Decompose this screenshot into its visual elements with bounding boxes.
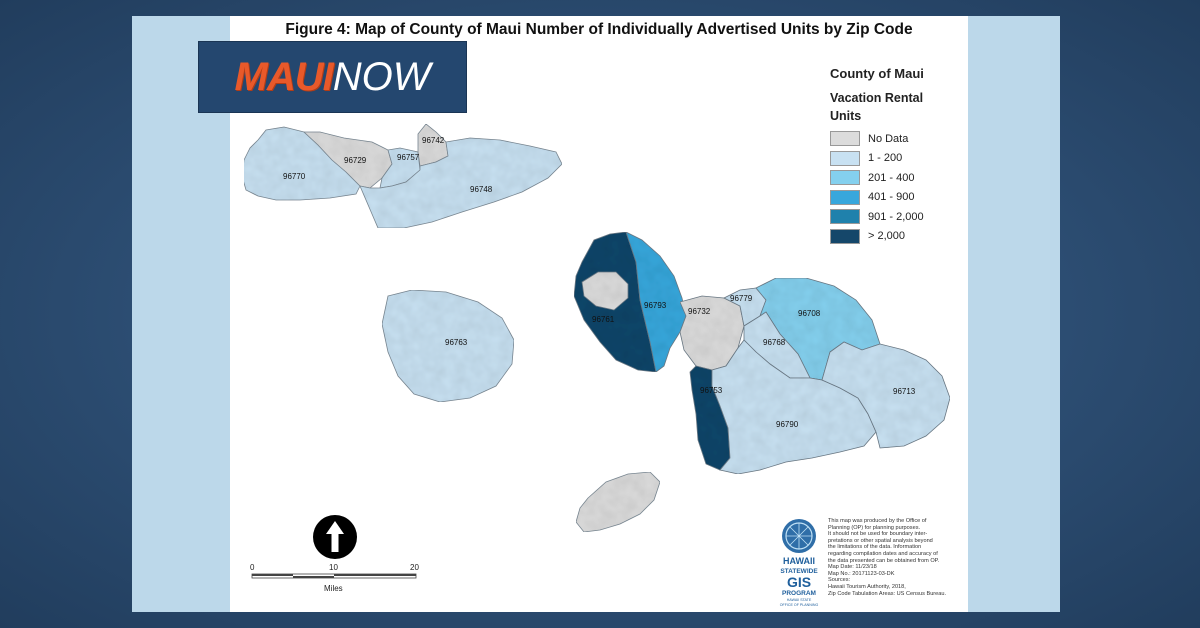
east-maui bbox=[679, 277, 951, 475]
lanai-island bbox=[381, 289, 515, 403]
legend-subtitle: Vacation Rental Units bbox=[830, 91, 924, 123]
hawaii-gis-program-logo: HAWAII STATEWIDE GIS PROGRAM HAWAII STAT… bbox=[780, 519, 819, 607]
logo-wordmark: MAUINOW bbox=[199, 42, 466, 112]
zip-label-96729: 96729 bbox=[344, 156, 367, 165]
badge-line5: HAWAII STATE bbox=[787, 598, 812, 602]
disclaimer-line: Map No.: 20171123-03-DK bbox=[828, 570, 895, 577]
legend-swatch bbox=[830, 150, 860, 166]
zip-label-96761: 96761 bbox=[592, 315, 615, 324]
figure-title: Figure 4: Map of County of Maui Number o… bbox=[285, 21, 913, 38]
disclaimer-line: Sources: bbox=[828, 577, 851, 584]
maui-now-logo[interactable]: MAUINOW bbox=[198, 41, 467, 113]
zip-label-96768: 96768 bbox=[763, 338, 786, 347]
map-legend: County of Maui Vacation Rental Units No … bbox=[830, 66, 960, 246]
north-arrow-icon bbox=[313, 515, 357, 559]
legend-swatch bbox=[830, 170, 860, 186]
legend-item: > 2,000 bbox=[830, 227, 960, 247]
west-maui bbox=[573, 231, 687, 373]
zip-labels: 96742 96729 96757 96770 96748 96763 9676… bbox=[283, 136, 916, 429]
legend-label: 201 - 400 bbox=[868, 171, 915, 184]
scale-tick-0: 0 bbox=[250, 563, 255, 572]
legend-label: 401 - 900 bbox=[868, 191, 915, 204]
zip-label-96753: 96753 bbox=[700, 386, 723, 395]
zip-label-96748: 96748 bbox=[470, 185, 493, 194]
disclaimer-line: This map was produced by the Office of bbox=[828, 518, 927, 524]
legend-title: County of Maui bbox=[830, 66, 924, 81]
disclaimer-line: Map Date: 11/23/18 bbox=[828, 564, 877, 571]
legend-item: 401 - 900 bbox=[830, 188, 960, 208]
zip-label-96757: 96757 bbox=[397, 153, 420, 162]
legend-item: 1 - 200 bbox=[830, 149, 960, 169]
badge-line1: HAWAII bbox=[783, 556, 815, 566]
legend-label: 901 - 2,000 bbox=[868, 210, 924, 223]
zip-region-96761-inner bbox=[581, 271, 629, 311]
legend-swatch bbox=[830, 189, 860, 205]
disclaimer-line: regarding compilation dates and accuracy… bbox=[828, 550, 938, 557]
disclaimer-line: Hawaii Tourism Authority, 2018, bbox=[828, 583, 906, 590]
legend-item: No Data bbox=[830, 129, 960, 149]
badge-line6: OFFICE OF PLANNING bbox=[780, 603, 819, 607]
zip-label-96763: 96763 bbox=[445, 338, 468, 347]
zip-label-96779: 96779 bbox=[730, 294, 753, 303]
legend-label: > 2,000 bbox=[868, 230, 906, 243]
legend-swatch bbox=[830, 228, 860, 244]
badge-line2: STATEWIDE bbox=[780, 568, 818, 575]
zip-region-96793[interactable] bbox=[625, 231, 687, 373]
disclaimer-line: pretations or other spatial analysis bey… bbox=[828, 537, 933, 544]
disclaimer-line: It should not be used for boundary inter… bbox=[828, 531, 928, 538]
scale-tick-10: 10 bbox=[329, 563, 338, 572]
zip-region-96770[interactable] bbox=[244, 126, 361, 201]
kahoolawe-island bbox=[575, 471, 661, 533]
scale-unit: Miles bbox=[324, 584, 343, 593]
map-disclaimer: This map was produced by the Office of P… bbox=[828, 518, 960, 597]
logo-now-text: NOW bbox=[332, 55, 431, 99]
zip-label-96708: 96708 bbox=[798, 309, 821, 318]
disclaimer-line: the limitations of the data. Information bbox=[828, 544, 922, 551]
legend-item: 901 - 2,000 bbox=[830, 207, 960, 227]
badge-line3: GIS bbox=[787, 574, 811, 590]
zip-label-96793: 96793 bbox=[644, 301, 667, 310]
zip-region-96748[interactable] bbox=[359, 137, 563, 229]
legend-label: 1 - 200 bbox=[868, 152, 903, 165]
zip-label-96770: 96770 bbox=[283, 172, 306, 181]
badge-line4: PROGRAM bbox=[782, 590, 816, 597]
logo-maui-text: MAUI bbox=[234, 55, 334, 99]
zip-label-96790: 96790 bbox=[776, 420, 799, 429]
zip-region-96713[interactable] bbox=[821, 341, 951, 449]
disclaimer-line: Planning (OP) for planning purposes. bbox=[828, 524, 921, 531]
zip-label-96732: 96732 bbox=[688, 307, 711, 316]
scale-bar: 0 10 20 Miles bbox=[250, 563, 419, 593]
molokai-island bbox=[244, 123, 563, 229]
legend-swatch bbox=[830, 131, 860, 147]
legend-label: No Data bbox=[868, 132, 909, 145]
scale-tick-20: 20 bbox=[410, 563, 419, 572]
zip-label-96713: 96713 bbox=[893, 387, 916, 396]
map: 96742 96729 96757 96770 96748 96763 9676… bbox=[244, 123, 951, 533]
disclaimer-line: the data presented can be obtained from … bbox=[828, 557, 940, 564]
disclaimer-line: Zip Code Tabulation Areas: US Census Bur… bbox=[828, 590, 947, 597]
legend-swatch bbox=[830, 209, 860, 225]
legend-item: 201 - 400 bbox=[830, 168, 960, 188]
zip-label-96742: 96742 bbox=[422, 136, 445, 145]
zip-region-96763[interactable] bbox=[381, 289, 515, 403]
